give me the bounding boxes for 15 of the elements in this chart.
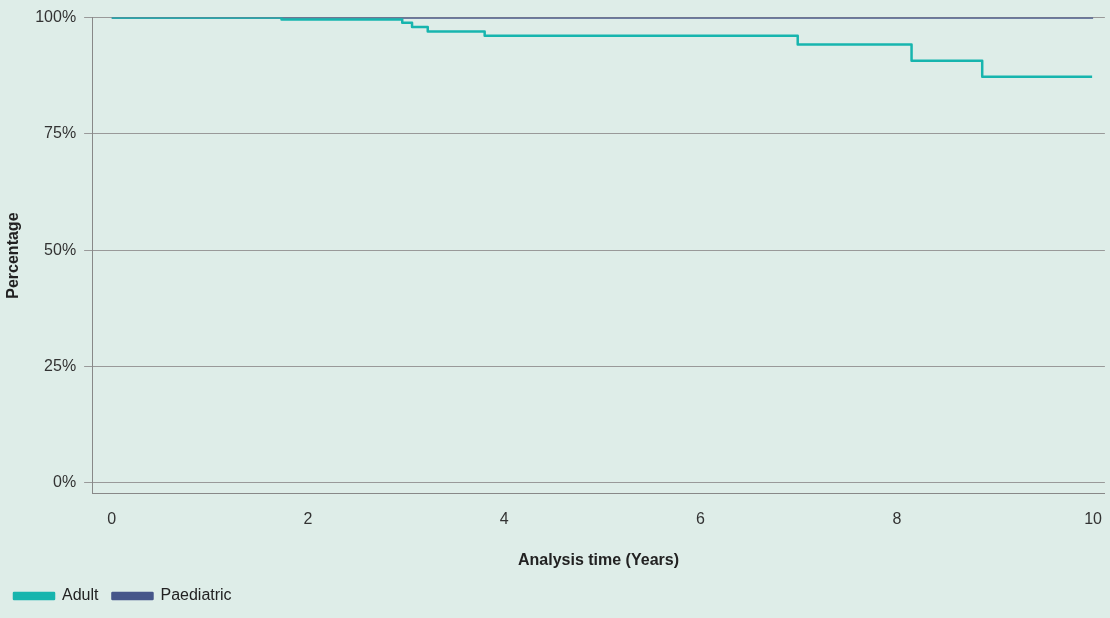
y-tick-label: 100% — [35, 8, 77, 26]
x-tick-label: 2 — [303, 509, 313, 527]
y-tick-label: 75% — [44, 124, 77, 142]
x-tick-label: 8 — [892, 509, 902, 527]
x-tick-label: 10 — [1084, 509, 1103, 527]
y-tick-label: 0% — [53, 473, 77, 491]
x-tick-label: 0 — [107, 509, 117, 527]
x-tick-label: 4 — [499, 509, 509, 527]
y-tick-label: 50% — [44, 240, 77, 258]
y-axis-title: Percentage — [4, 212, 22, 299]
x-axis-title: Analysis time (Years) — [518, 550, 679, 568]
legend-label: Paediatric — [160, 586, 232, 604]
x-tick-label: 6 — [696, 509, 706, 527]
y-tick-label: 25% — [44, 356, 77, 374]
legend-label: Adult — [62, 586, 100, 604]
